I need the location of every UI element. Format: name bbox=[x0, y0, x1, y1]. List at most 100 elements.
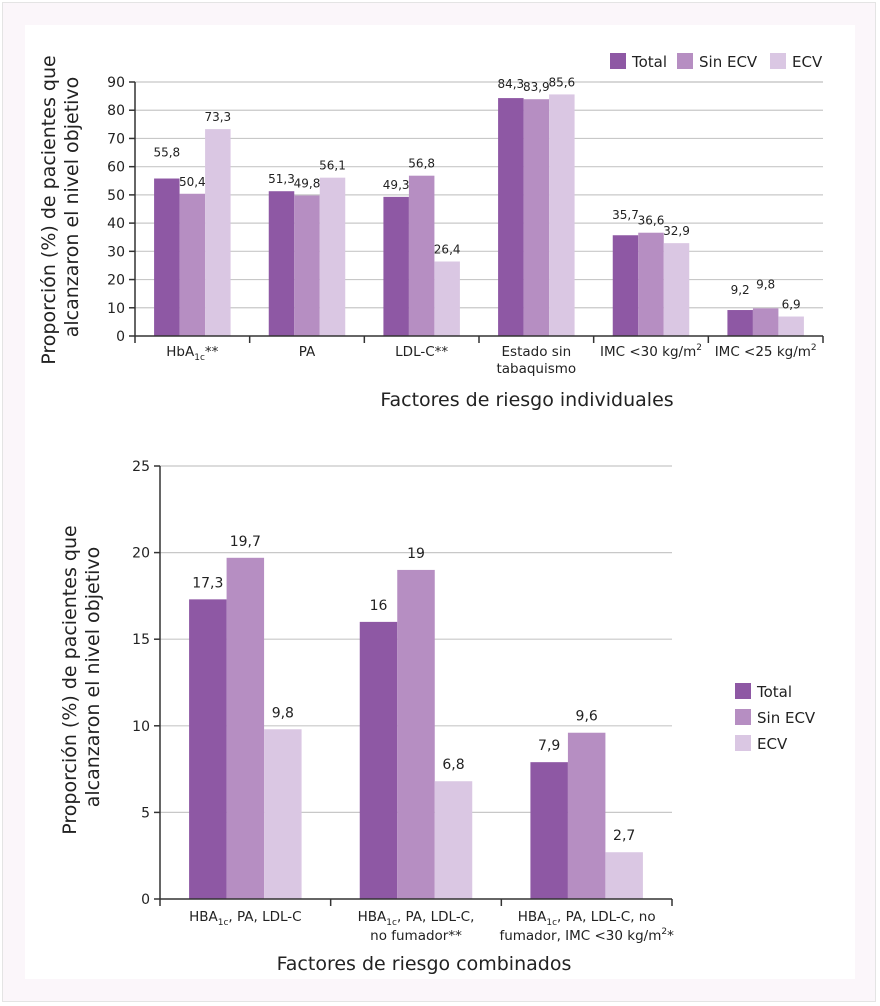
bar-sin-ecv bbox=[523, 99, 550, 337]
y-tick-label: 70 bbox=[107, 131, 125, 147]
bar-total bbox=[154, 178, 180, 336]
y-tick-label: 30 bbox=[107, 244, 125, 260]
x-tick-label-suffix: * bbox=[667, 928, 674, 944]
legend-label-sin-ecv: Sin ECV bbox=[757, 709, 816, 727]
x-tick-label-suffix: ** bbox=[205, 344, 219, 360]
x-tick-label-line: HBA bbox=[518, 909, 547, 925]
bar-total bbox=[498, 98, 524, 336]
x-tick-label: PA bbox=[299, 344, 316, 360]
data-label: 17,3 bbox=[192, 575, 223, 591]
data-label: 16 bbox=[370, 598, 388, 614]
x-tick-label-line: PA bbox=[299, 344, 316, 360]
y-axis-title: Proporción (%) de pacientes que alcanzar… bbox=[59, 519, 104, 834]
x-tick-label-line: fumador, IMC <30 kg/m bbox=[499, 928, 661, 944]
bar-ecv bbox=[778, 316, 804, 336]
bar-total bbox=[359, 621, 398, 899]
bar-sin-ecv bbox=[567, 732, 606, 899]
bar-ecv bbox=[264, 729, 302, 899]
data-label: 85,6 bbox=[548, 75, 575, 89]
data-label: 19 bbox=[407, 546, 425, 562]
legend-swatch-ecv bbox=[735, 735, 751, 751]
y-tick-label: 50 bbox=[107, 188, 125, 204]
data-label: 9,2 bbox=[731, 283, 750, 297]
legend-swatch-sin-ecv bbox=[735, 709, 751, 725]
y-tick-label: 25 bbox=[132, 459, 150, 475]
data-label: 7,9 bbox=[538, 738, 560, 754]
x-tick-label-suffix: , PA, LDL-C bbox=[228, 909, 301, 925]
data-label: 49,3 bbox=[383, 178, 410, 192]
x-tick-label-line: Estado sin bbox=[502, 344, 572, 360]
y-axis-title: Proporción (%) de pacientes que alcanzar… bbox=[38, 49, 83, 364]
y-tick-label: 60 bbox=[107, 160, 125, 176]
y-tick-label: 0 bbox=[116, 329, 125, 345]
data-label: 6,8 bbox=[442, 757, 464, 773]
x-tick-label-line: no fumador** bbox=[370, 928, 462, 944]
superscript: 2 bbox=[811, 343, 817, 353]
x-tick-label-line: LDL-C** bbox=[395, 344, 448, 360]
legend-swatch-total bbox=[735, 683, 751, 699]
bar-total bbox=[189, 599, 227, 899]
x-tick-label: HbA1c** bbox=[166, 344, 218, 363]
x-tick-label: HBA1c, PA, LDL-C, no fumador** bbox=[358, 909, 475, 944]
y-axis-title-line-1: Proporción (%) de pacientes que bbox=[59, 525, 81, 834]
x-tick-label-line: HbA bbox=[166, 344, 195, 360]
data-label: 2,7 bbox=[613, 828, 635, 844]
y-tick-label: 5 bbox=[141, 805, 150, 821]
data-label: 73,3 bbox=[204, 110, 231, 124]
y-tick-label: 10 bbox=[132, 719, 150, 735]
data-label: 9,8 bbox=[756, 277, 775, 291]
legend-label-ecv: ECV bbox=[792, 53, 823, 71]
x-tick-label: Estado sin tabaquismo bbox=[496, 344, 576, 377]
data-label: 50,4 bbox=[179, 175, 206, 189]
x-tick-label-line: HBA bbox=[358, 909, 387, 925]
x-tick-label: IMC <25 kg/m2 bbox=[715, 343, 817, 360]
bar-total bbox=[383, 196, 409, 336]
x-tick-label-suffix: , PA, LDL-C, bbox=[397, 909, 474, 925]
x-tick-label-line: tabaquismo bbox=[496, 361, 576, 377]
data-label: 32,9 bbox=[663, 224, 690, 238]
x-axis-title: Factores de riesgo individuales bbox=[380, 389, 673, 411]
legend-label-sin-ecv: Sin ECV bbox=[699, 53, 758, 71]
x-tick-label-line: IMC <30 kg/m bbox=[600, 344, 696, 360]
data-label: 84,3 bbox=[497, 77, 524, 91]
data-label: 36,6 bbox=[638, 214, 665, 228]
x-tick-label: HBA1c, PA, LDL-C bbox=[189, 909, 302, 928]
data-label: 6,9 bbox=[782, 298, 801, 312]
bar-sin-ecv bbox=[179, 193, 206, 336]
y-tick-label: 80 bbox=[107, 103, 125, 119]
y-tick-label: 90 bbox=[107, 75, 125, 91]
y-tick-label: 0 bbox=[141, 892, 150, 908]
axes: 0 10 20 30 40 50 60 70 80 90 HbA1c** PA LDL-C** Estad… bbox=[107, 75, 824, 377]
bar-total bbox=[530, 762, 568, 899]
bar-sin-ecv bbox=[294, 195, 320, 336]
y-tick-label: 20 bbox=[132, 546, 150, 562]
subscript: 1c bbox=[546, 918, 557, 928]
bars: 55,8 50,4 73,3 51,349,8 56,1 49,3 56,8 26,4 84,3… bbox=[153, 75, 804, 337]
bar-ecv bbox=[434, 781, 473, 899]
bar-ecv bbox=[549, 94, 575, 336]
y-tick-label: 15 bbox=[132, 632, 150, 648]
y-tick-label: 20 bbox=[107, 273, 125, 289]
bar-ecv bbox=[605, 852, 643, 899]
bar-ecv bbox=[205, 129, 231, 336]
superscript: 2 bbox=[661, 927, 667, 937]
x-tick-label: LDL-C** bbox=[395, 344, 448, 360]
y-axis-title-line-2: alcanzaron el nivel objetivo bbox=[82, 547, 104, 808]
data-label: 83,9 bbox=[523, 80, 550, 94]
legend-swatch-total bbox=[610, 53, 626, 69]
data-label: 56,1 bbox=[319, 159, 346, 173]
data-label: 56,8 bbox=[408, 157, 435, 171]
chart-individual-risk-factors: 55,8 50,4 73,3 51,349,8 56,1 49,3 56,8 26,4 84,3… bbox=[38, 49, 824, 411]
bar-total bbox=[727, 310, 753, 336]
bar-sin-ecv bbox=[638, 232, 664, 336]
y-axis-title-line-2: alcanzaron el nivel objetivo bbox=[61, 77, 83, 338]
bar-sin-ecv bbox=[397, 569, 435, 899]
bar-total bbox=[612, 235, 639, 336]
data-label: 51,3 bbox=[268, 172, 295, 186]
y-tick-label: 10 bbox=[107, 301, 125, 317]
data-label: 9,8 bbox=[272, 705, 294, 721]
x-tick-label-line: IMC <25 kg/m bbox=[715, 344, 811, 360]
data-label: 19,7 bbox=[230, 534, 261, 550]
